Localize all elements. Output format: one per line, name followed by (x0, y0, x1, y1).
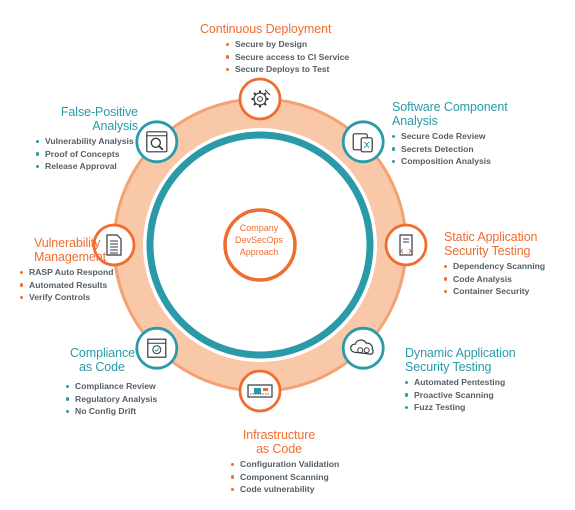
list-item: Secure Code Review (392, 130, 508, 143)
label-compliance-as-code: Compliance as Code Compliance Review Reg… (66, 346, 157, 418)
title-line: Vulnerability (34, 236, 101, 250)
list-item: Proof of Concepts (36, 148, 138, 161)
title-line: Continuous Deployment (200, 22, 332, 36)
settings-icon (251, 89, 271, 108)
title-line: Software Component (392, 100, 508, 114)
center-label: Company DevSecOps Approach (224, 222, 294, 258)
title-line: Analysis (92, 119, 138, 133)
code-server-icon (399, 234, 413, 256)
bullet-list: Secure by Design Secure access to CI Ser… (226, 38, 349, 76)
label-software-component-analysis: Software Component Analysis Secure Code … (392, 100, 508, 168)
node-title: Infrastructure as Code (231, 428, 327, 456)
label-dynamic-application-security-testing: Dynamic Application Security Testing Aut… (405, 346, 516, 414)
title-line: Dynamic Application (405, 346, 516, 360)
list-item: Configuration Validation (231, 458, 339, 471)
list-item: Dependency Scanning (444, 260, 545, 273)
list-item: Secure access to CI Service (226, 51, 349, 64)
list-item: Automated Results (20, 279, 114, 292)
list-item: Release Approval (36, 160, 138, 173)
node-title: Compliance as Code (70, 346, 157, 374)
node-compliance-as-code (135, 326, 179, 370)
devices-icon (352, 133, 373, 153)
node-icons (92, 77, 428, 413)
node-dynamic-application-security-testing (341, 326, 385, 370)
node-title: Dynamic Application Security Testing (405, 346, 516, 374)
circuit-board-icon (247, 384, 273, 398)
label-continuous-deployment: Continuous Deployment Secure by Design S… (200, 22, 349, 76)
list-item: Fuzz Testing (405, 401, 516, 414)
list-item: Secure by Design (226, 38, 349, 51)
center-line: Approach (239, 247, 279, 257)
document-icon (106, 234, 122, 256)
center-circle (223, 208, 297, 282)
list-item: Composition Analysis (392, 155, 508, 168)
bullet-list: Compliance Review Regulatory Analysis No… (66, 380, 157, 418)
node-infrastructure-as-code (238, 369, 282, 413)
node-software-component-analysis (341, 120, 385, 164)
list-item: Component Scanning (231, 471, 339, 484)
node-title: Continuous Deployment (200, 22, 349, 36)
cloud-gear-icon (350, 339, 374, 355)
list-item: Compliance Review (66, 380, 157, 393)
list-item: Proactive Scanning (405, 389, 516, 402)
title-line: Infrastructure (242, 428, 316, 442)
label-false-positive-analysis: False-Positive Analysis Vulnerability An… (36, 105, 138, 173)
list-item: Code vulnerability (231, 483, 339, 496)
magnifier-window-icon (146, 131, 168, 153)
bullet-list: Vulnerability Analysis Proof of Concepts… (36, 135, 138, 173)
node-title: Software Component Analysis (392, 100, 508, 128)
list-item: Code Analysis (444, 273, 545, 286)
bullet-list: RASP Auto Respond Automated Results Veri… (20, 266, 114, 304)
title-line: Security Testing (444, 244, 531, 258)
title-line: as Code (256, 442, 302, 456)
center-line: DevSecOps (234, 235, 284, 245)
center-line: Company (239, 223, 279, 233)
node-title: Vulnerability Management (20, 236, 114, 264)
bullet-list: Dependency Scanning Code Analysis Contai… (444, 260, 545, 298)
node-static-application-security-testing (384, 223, 428, 267)
list-item: RASP Auto Respond (20, 266, 114, 279)
node-title: False-Positive Analysis (42, 105, 138, 133)
list-item: Vulnerability Analysis (36, 135, 138, 148)
label-infrastructure-as-code: Infrastructure as Code Configuration Val… (231, 428, 339, 496)
title-line: Analysis (392, 114, 438, 128)
list-item: Verify Controls (20, 291, 114, 304)
node-false-positive-analysis (135, 120, 179, 164)
list-item: Automated Pentesting (405, 376, 516, 389)
label-vulnerability-management: Vulnerability Management RASP Auto Respo… (20, 236, 114, 304)
list-item: Regulatory Analysis (66, 393, 157, 406)
list-item: Secrets Detection (392, 143, 508, 156)
title-line: Static Application (444, 230, 538, 244)
bullet-list: Configuration Validation Component Scann… (231, 458, 339, 496)
teal-ring (146, 131, 374, 359)
title-line: Compliance (70, 346, 136, 360)
node-continuous-deployment (238, 77, 282, 121)
label-static-application-security-testing: Static Application Security Testing Depe… (444, 230, 545, 298)
bullet-list: Automated Pentesting Proactive Scanning … (405, 376, 516, 414)
list-item: Container Security (444, 285, 545, 298)
bullet-list: Secure Code Review Secrets Detection Com… (392, 130, 508, 168)
node-vulnerability-management (92, 223, 136, 267)
title-line: False-Positive (60, 105, 138, 119)
node-title: Static Application Security Testing (444, 230, 545, 258)
title-line: Management (34, 250, 106, 264)
list-item: Secure Deploys to Test (226, 63, 349, 76)
title-line: as Code (79, 360, 125, 374)
certificate-icon (147, 338, 167, 358)
title-line: Security Testing (405, 360, 492, 374)
list-item: No Config Drift (66, 405, 157, 418)
